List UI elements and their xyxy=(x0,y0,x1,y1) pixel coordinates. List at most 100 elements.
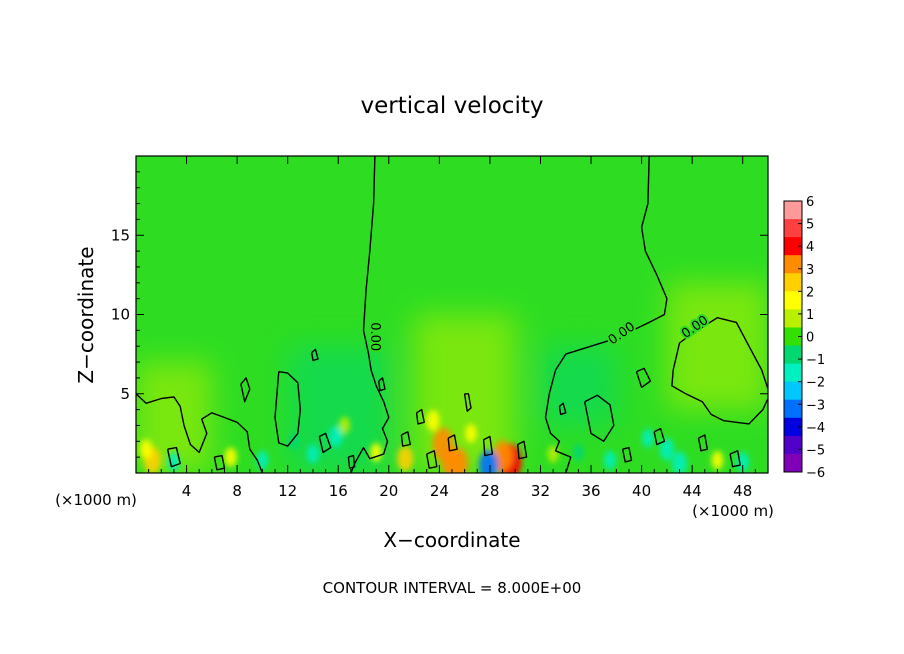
colorbar-label-1: 6 xyxy=(806,195,814,210)
zero-contour-25 xyxy=(378,377,386,392)
x-tick-label-12: 12 xyxy=(278,482,297,500)
colorbar-label-6: 1 xyxy=(806,308,814,323)
zero-contour-26 xyxy=(558,402,567,416)
zero-contour-2 xyxy=(544,156,668,473)
zero-contour-15 xyxy=(482,435,494,457)
updraft-spot-8 xyxy=(465,424,477,443)
x-unit-right: (×1000 m) xyxy=(692,502,774,520)
colorbar-label-12: −5 xyxy=(806,443,825,458)
zero-contour-6 xyxy=(240,377,251,403)
zero-contour-16 xyxy=(400,431,411,447)
downdraft-spot-2 xyxy=(329,425,343,448)
zero-contour-10 xyxy=(584,394,615,442)
zero-contour-5 xyxy=(136,393,264,473)
zero-contour-22 xyxy=(213,454,226,471)
x-unit-left: (×1000 m) xyxy=(55,491,137,509)
updraft-spot-12 xyxy=(370,443,383,462)
velocity-field xyxy=(136,282,768,473)
x-axis-label: X−coordinate xyxy=(383,528,520,552)
updraft-spot-10 xyxy=(139,439,153,460)
colorbar-label-11: −4 xyxy=(806,421,825,436)
colorbar-swatch-14 xyxy=(784,435,802,455)
colorbar-swatch-8 xyxy=(784,327,802,347)
x-tick-label-40: 40 xyxy=(632,482,651,500)
zero-contour-12 xyxy=(318,432,332,454)
downdraft-spot-5 xyxy=(659,437,674,461)
colorbar-label-4: 3 xyxy=(806,263,814,278)
y-tick-label-10: 10 xyxy=(111,306,130,324)
zero-contours xyxy=(136,156,768,473)
colorbar-swatch-4 xyxy=(784,255,802,274)
y-axis: 5 10 15 xyxy=(111,171,768,458)
updraft-spot-6 xyxy=(397,446,414,472)
x-tick-label-24: 24 xyxy=(430,482,449,500)
x-tick-label-20: 20 xyxy=(379,482,398,500)
updraft-spot-14 xyxy=(711,451,724,470)
colorbar-swatch-13 xyxy=(784,417,802,437)
zero-contour-8 xyxy=(635,367,652,389)
colorbar-swatch-9 xyxy=(784,345,802,365)
x-tick-label-16: 16 xyxy=(329,482,348,500)
zero-contour-17 xyxy=(517,440,528,460)
x-axis: 4 8 12 16 20 24 28 32 36 40 44 48 xyxy=(148,156,756,500)
updraft-spot-7 xyxy=(426,410,440,432)
colorbar-label-5: 2 xyxy=(806,285,814,300)
zero-contour-1 xyxy=(350,156,390,473)
zero-contour-14 xyxy=(447,434,458,452)
zero-contour-20 xyxy=(697,434,708,452)
x-tick-label-32: 32 xyxy=(531,482,550,500)
zero-contour-24 xyxy=(621,446,633,463)
y-tick-label-15: 15 xyxy=(111,226,130,244)
colorbar-label-10: −3 xyxy=(806,398,825,413)
colorbar-swatch-5 xyxy=(784,273,802,292)
zero-contour-21 xyxy=(729,450,741,468)
downdraft-spot-1 xyxy=(479,449,499,473)
colorbar-swatch-2 xyxy=(784,219,802,238)
colorbar-swatch-1 xyxy=(784,201,802,220)
x-tick-label-28: 28 xyxy=(480,482,499,500)
colorbar-label-13: −6 xyxy=(806,466,825,481)
updraft-spot-11 xyxy=(224,447,237,467)
colorbar-label-3: 4 xyxy=(806,240,814,255)
downdraft-spot-10 xyxy=(256,451,269,470)
zero-contour-18 xyxy=(426,450,438,469)
downdraft-spot-11 xyxy=(288,432,300,450)
contour-label-1: 0.00 xyxy=(367,322,382,351)
downdraft-spot-12 xyxy=(736,451,749,472)
colorbar-swatch-7 xyxy=(784,309,802,328)
colorbar-swatch-11 xyxy=(784,381,802,401)
colorbar-swatch-12 xyxy=(784,399,802,419)
downdraft-spot-9 xyxy=(604,451,616,470)
colorbar-label-7: 0 xyxy=(806,331,814,346)
x-tick-label-4: 4 xyxy=(182,482,192,500)
colorbar-label-2: 5 xyxy=(806,218,814,233)
y-tick-label-5: 5 xyxy=(120,385,130,403)
field-region-2 xyxy=(666,282,768,410)
zero-contour-13 xyxy=(415,408,425,425)
colorbar-swatch-10 xyxy=(784,363,802,383)
colorbar-swatch-3 xyxy=(784,237,802,256)
contour-interval-label: CONTOUR INTERVAL = 8.000E+00 xyxy=(323,579,582,597)
y-axis-label: Z−coordinate xyxy=(74,246,98,383)
plot-area: 0.00 0.00 0.00 xyxy=(135,155,769,474)
zero-contour-4 xyxy=(274,370,301,447)
chart-title: vertical velocity xyxy=(361,93,544,119)
x-tick-label-48: 48 xyxy=(733,482,752,500)
zero-contour-19 xyxy=(653,427,666,446)
x-tick-label-36: 36 xyxy=(581,482,600,500)
updraft-spot-13 xyxy=(339,416,350,435)
x-tick-label-44: 44 xyxy=(683,482,702,500)
zero-contour-23 xyxy=(347,454,356,469)
downdraft-spot-6 xyxy=(672,451,687,473)
zero-contour-7 xyxy=(463,393,472,412)
field-region-5 xyxy=(540,346,617,426)
colorbar: 6 5 4 3 2 1 0 −1 −2 −3 −4 −5 −6 xyxy=(783,195,825,481)
downdraft-spot-8 xyxy=(572,443,584,462)
colorbar-swatch-15 xyxy=(784,453,802,473)
zero-contour-9 xyxy=(311,348,319,362)
colorbar-label-8: −1 xyxy=(806,353,825,368)
zero-contour-3 xyxy=(671,317,768,425)
colorbar-swatch-6 xyxy=(784,291,802,310)
zero-contour-11 xyxy=(166,446,181,468)
updraft-spot-3 xyxy=(448,447,469,473)
